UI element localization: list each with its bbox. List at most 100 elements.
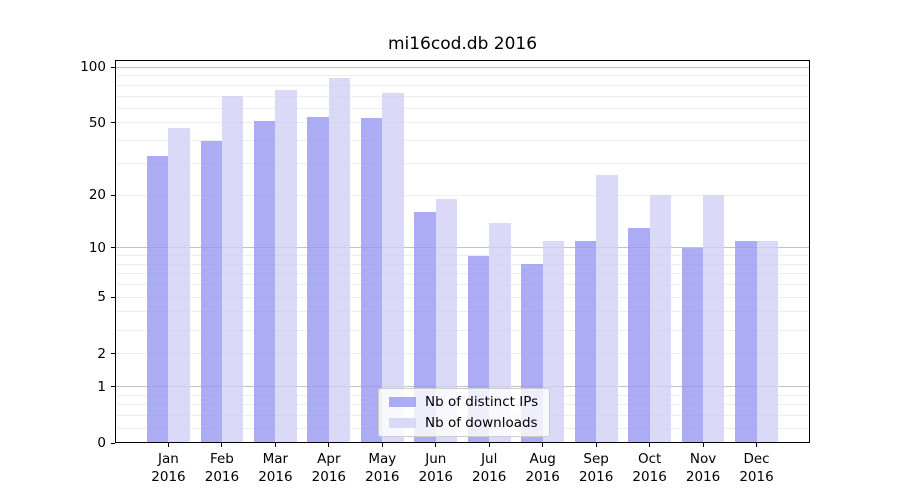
y-tick-label: 10 (88, 239, 106, 256)
x-tick-label-line: May (368, 451, 397, 467)
bar-downloads-jun-2016 (435, 199, 458, 443)
x-tick-label-line: Oct (637, 451, 662, 467)
x-tick-mark (756, 443, 758, 447)
x-tick-label-line: Jun (425, 451, 447, 467)
x-tick-label-line: Mar (262, 451, 289, 467)
gridline (115, 386, 810, 388)
legend-entry-distinct-ips: Nb of distinct IPs (389, 394, 549, 410)
x-tick-label-line: Jul (481, 451, 498, 467)
legend-swatch-downloads (389, 418, 416, 428)
x-tick-label-line: Sep (583, 451, 609, 467)
x-tick-label-line: 2016 (258, 469, 293, 485)
x-tick-mark (542, 443, 544, 447)
x-tick-mark (221, 443, 223, 447)
bar-ips-dec-2016 (735, 240, 757, 443)
x-tick-label-line: Dec (743, 451, 770, 467)
chart-title: mi16cod.db 2016 (387, 34, 538, 54)
x-tick-label: Oct 2016 (615, 450, 685, 486)
gridline (115, 273, 810, 275)
y-tick-mark (111, 353, 115, 355)
x-tick-label-line: 2016 (204, 469, 240, 485)
x-tick-mark (649, 443, 651, 447)
y-tick-label: 5 (97, 289, 106, 306)
bar-downloads-nov-2016 (703, 195, 725, 443)
gridline (115, 107, 810, 109)
y-tick-mark (111, 296, 115, 298)
x-tick-label-line: 2016 (632, 469, 667, 485)
x-tick-label: Aug 2016 (508, 450, 578, 486)
gridline (115, 194, 810, 196)
gridline (115, 353, 810, 355)
x-tick-label-line: 2016 (525, 469, 560, 485)
x-tick-label: Feb 2016 (187, 450, 257, 486)
y-tick-mark (111, 122, 115, 124)
x-tick-label-line: 2016 (739, 469, 774, 485)
gridline (115, 296, 810, 298)
y-tick-label: 1 (97, 378, 106, 395)
x-tick-label: Jun 2016 (401, 450, 471, 486)
x-tick-mark (435, 443, 437, 447)
x-tick-mark (595, 443, 597, 447)
x-tick-label: Nov 2016 (668, 450, 738, 486)
plot-area (115, 60, 810, 443)
x-tick-mark (274, 443, 276, 447)
x-tick-mark (167, 443, 169, 447)
y-tick-label: 2 (97, 345, 106, 362)
y-tick-label: 50 (88, 114, 106, 131)
bar-downloads-apr-2016 (328, 77, 351, 443)
gridline (115, 263, 810, 265)
bar-ips-nov-2016 (681, 247, 704, 443)
gridline (115, 284, 810, 286)
bar-ips-may-2016 (360, 118, 383, 443)
bar-downloads-feb-2016 (221, 96, 244, 443)
bar-ips-mar-2016 (254, 121, 276, 443)
legend: Nb of distinct IPs Nb of downloads (378, 388, 550, 437)
x-tick-label: Apr 2016 (294, 450, 364, 486)
gridline (115, 95, 810, 97)
bar-downloads-oct-2016 (649, 195, 671, 443)
x-tick-label-line: Nov (689, 451, 717, 467)
y-tick-mark (111, 194, 115, 196)
x-tick-label: Jul 2016 (454, 450, 524, 486)
bar-downloads-sep-2016 (596, 174, 618, 443)
bars-layer (115, 60, 810, 443)
y-tick-label: 100 (80, 59, 106, 76)
x-tick-label: Mar 2016 (240, 450, 310, 486)
gridline (115, 255, 810, 257)
bar-downloads-may-2016 (382, 92, 404, 443)
legend-label-distinct-ips: Nb of distinct IPs (425, 394, 539, 410)
legend-label-downloads: Nb of downloads (425, 415, 538, 431)
x-tick-label-line: Feb (209, 451, 234, 467)
bar-ips-jan-2016 (147, 155, 169, 443)
bar-downloads-jul-2016 (489, 222, 511, 443)
x-tick-label-line: 2016 (685, 469, 721, 485)
bar-ips-feb-2016 (200, 140, 222, 443)
x-tick-label-line: Jan (158, 451, 179, 467)
gridline (115, 66, 810, 68)
x-tick-label-line: 2016 (418, 469, 453, 485)
gridline (115, 247, 810, 249)
x-tick-label-line: 2016 (578, 469, 614, 485)
y-tick-mark (111, 66, 115, 68)
x-tick-label-line: Aug (529, 451, 556, 467)
x-tick-label-line: 2016 (472, 469, 507, 485)
y-tick-label: 0 (97, 435, 106, 451)
x-tick-label: Dec 2016 (722, 450, 792, 486)
bar-ips-jun-2016 (414, 212, 436, 443)
bar-downloads-jan-2016 (168, 127, 190, 443)
x-tick-mark (702, 443, 704, 447)
bar-ips-apr-2016 (307, 116, 329, 443)
x-tick-label-line: 2016 (151, 469, 186, 485)
x-tick-mark (381, 443, 383, 447)
bar-downloads-dec-2016 (756, 240, 778, 443)
legend-swatch-distinct-ips (389, 397, 416, 407)
gridline (115, 162, 810, 164)
x-tick-label-line: 2016 (365, 469, 400, 485)
gridline (115, 122, 810, 124)
gridline (115, 311, 810, 313)
y-tick-mark (111, 247, 115, 249)
gridline (115, 84, 810, 86)
x-tick-label: Sep 2016 (561, 450, 631, 486)
bar-ips-sep-2016 (574, 240, 597, 443)
